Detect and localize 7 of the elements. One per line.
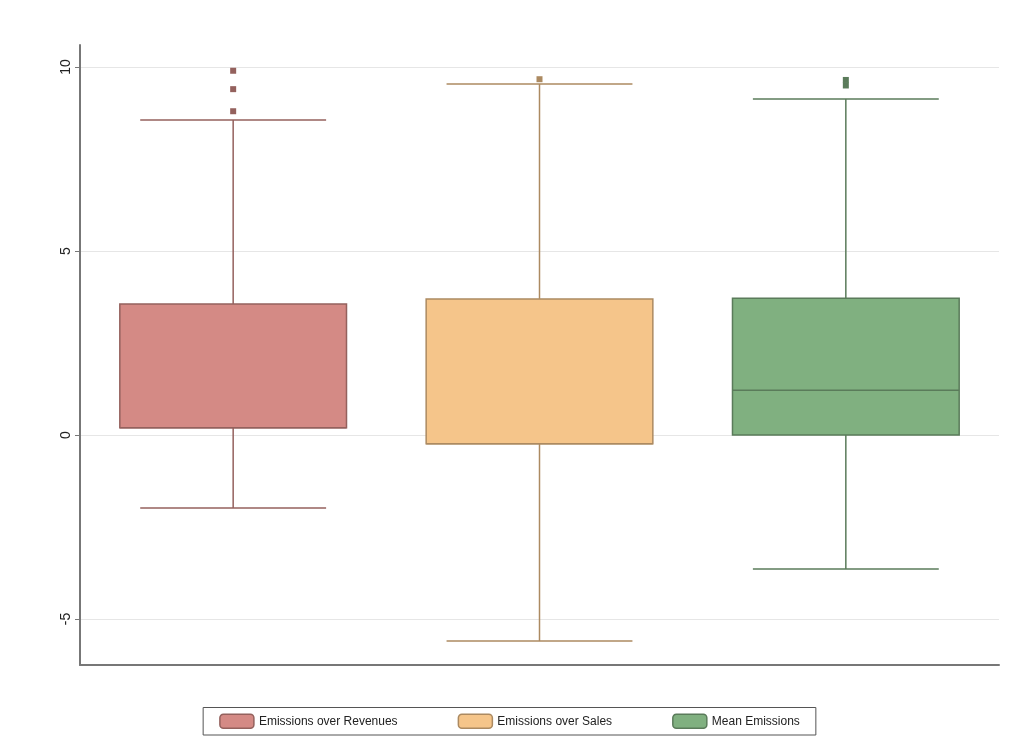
y-tick-label: 10: [57, 59, 73, 75]
y-tick-label: -5: [57, 612, 73, 626]
y-tick-label: 5: [57, 246, 73, 255]
y-tick-label: 0: [57, 430, 73, 439]
legend-label: Emissions over Sales: [497, 714, 613, 729]
legend-label: Emissions over Revenues: [258, 714, 398, 729]
legend-label: Mean Emissions: [711, 714, 800, 729]
